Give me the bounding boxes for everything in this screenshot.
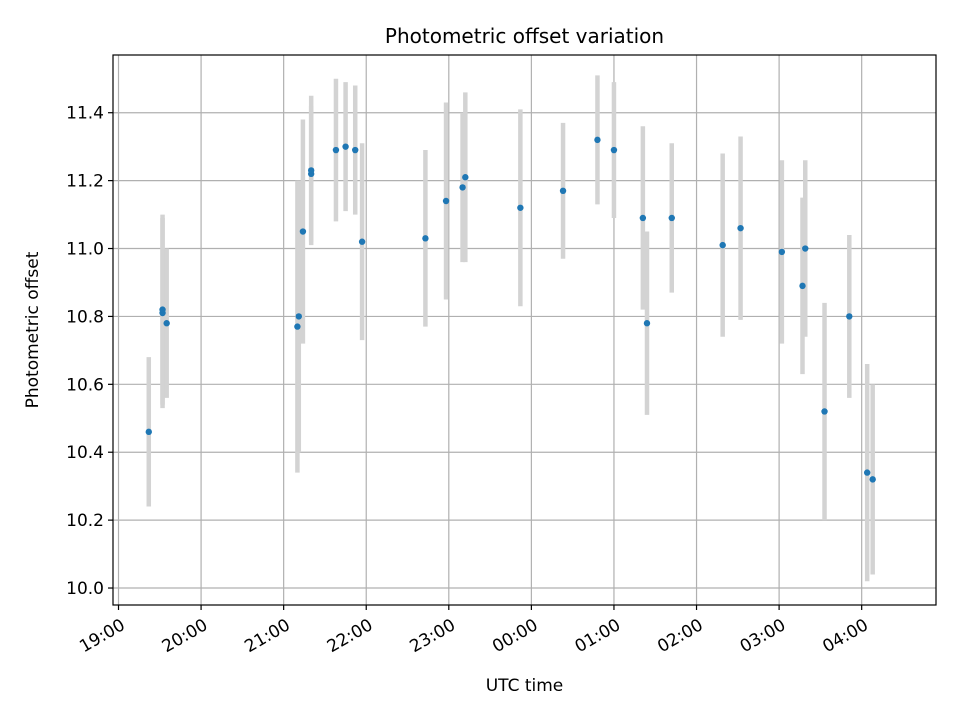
data-points bbox=[145, 136, 876, 483]
x-tick-label: 23:00 bbox=[407, 615, 459, 657]
data-point bbox=[163, 320, 170, 327]
y-tick-label: 10.6 bbox=[66, 375, 104, 395]
x-tick-label: 21:00 bbox=[241, 615, 293, 657]
data-point bbox=[517, 204, 524, 211]
data-point bbox=[358, 238, 366, 245]
data-point bbox=[342, 143, 349, 150]
x-tick-label: 00:00 bbox=[489, 615, 541, 657]
x-tick-label: 22:00 bbox=[324, 615, 376, 657]
x-tick-label: 19:00 bbox=[76, 615, 128, 657]
data-point bbox=[594, 136, 601, 144]
y-axis-label: Photometric offset bbox=[23, 251, 43, 408]
data-point bbox=[863, 469, 871, 476]
y-tick-label: 10.4 bbox=[66, 443, 104, 463]
x-axis-label: UTC time bbox=[486, 676, 564, 696]
data-point bbox=[869, 476, 876, 483]
data-point bbox=[462, 174, 469, 181]
y-tick-label: 10.0 bbox=[66, 579, 104, 599]
data-point bbox=[294, 323, 301, 330]
chart-title: Photometric offset variation bbox=[385, 24, 664, 48]
y-tick-label: 11.2 bbox=[66, 172, 104, 192]
x-tick-label: 20:00 bbox=[159, 615, 211, 657]
data-point bbox=[719, 241, 726, 249]
data-point bbox=[639, 214, 647, 222]
y-tick-label: 10.2 bbox=[66, 511, 104, 531]
y-tick-label: 10.8 bbox=[66, 307, 104, 327]
grid bbox=[113, 55, 936, 605]
data-point bbox=[442, 197, 450, 205]
data-point bbox=[307, 167, 315, 174]
data-point bbox=[299, 228, 307, 235]
data-point bbox=[821, 408, 828, 415]
x-tick-label: 02:00 bbox=[654, 615, 706, 657]
data-point bbox=[422, 235, 429, 242]
data-point bbox=[352, 146, 359, 154]
data-point bbox=[799, 282, 806, 290]
data-point bbox=[559, 187, 567, 195]
x-tick-label: 03:00 bbox=[737, 615, 789, 657]
data-point bbox=[778, 248, 786, 256]
x-tick-label: 01:00 bbox=[572, 615, 624, 657]
data-point bbox=[295, 313, 302, 320]
plot-area bbox=[113, 55, 936, 605]
data-point bbox=[332, 146, 340, 154]
data-point bbox=[643, 320, 651, 327]
x-tick-label: 04:00 bbox=[819, 615, 871, 657]
data-point bbox=[846, 313, 853, 320]
data-point bbox=[737, 224, 744, 232]
data-point bbox=[610, 146, 618, 154]
data-point bbox=[668, 214, 675, 222]
data-point bbox=[145, 428, 152, 436]
y-tick-label: 11.4 bbox=[66, 104, 104, 124]
data-point bbox=[802, 245, 809, 252]
data-point bbox=[459, 184, 466, 191]
y-tick-label: 11.0 bbox=[66, 240, 104, 260]
plot-frame bbox=[112, 54, 937, 606]
data-point bbox=[159, 306, 166, 313]
